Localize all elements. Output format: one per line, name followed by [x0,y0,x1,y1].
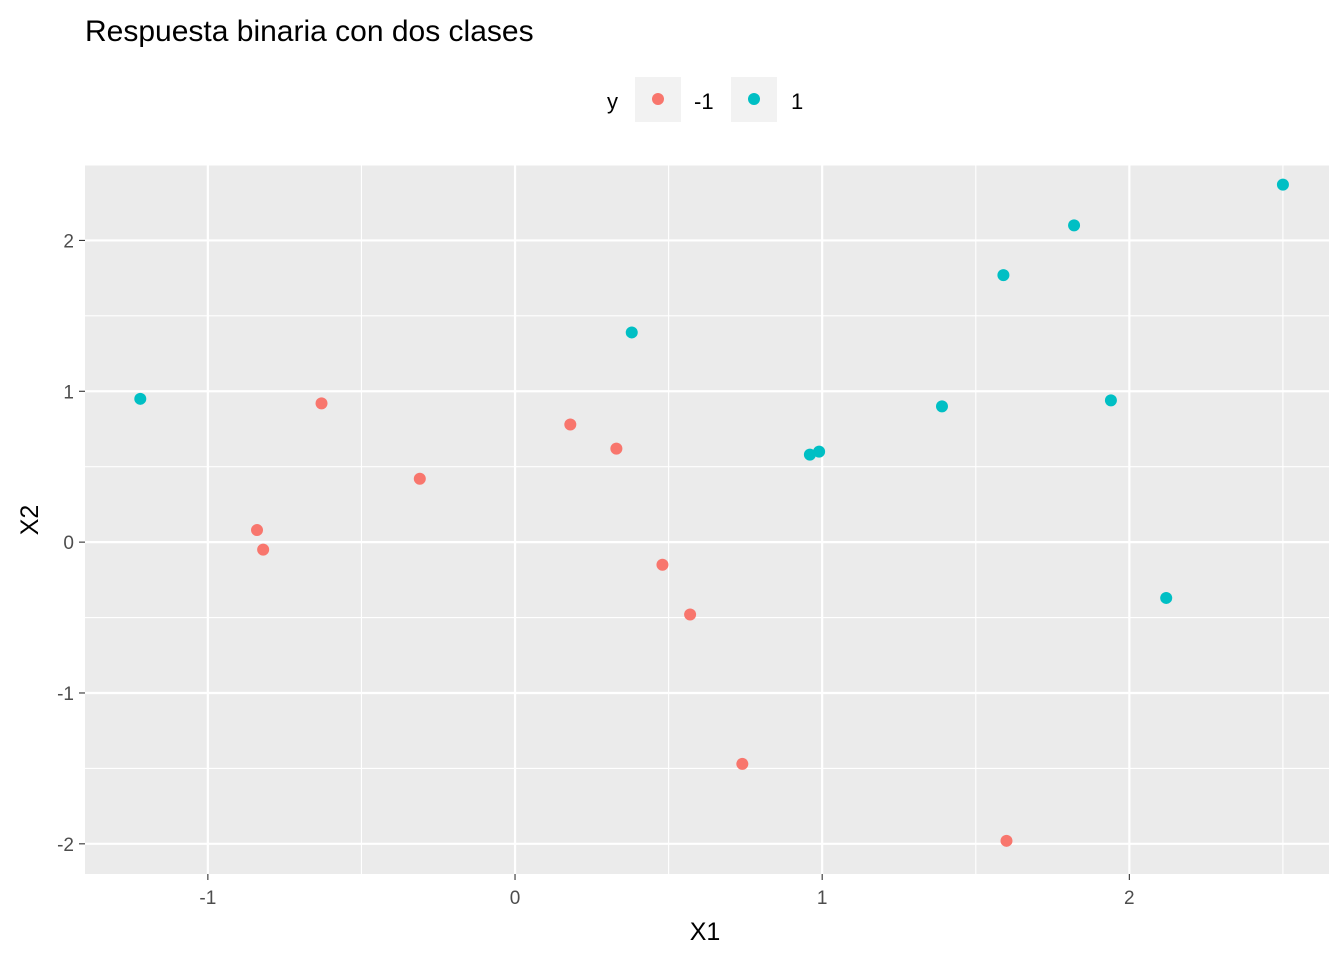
data-point-series-1-7 [1104,394,1117,407]
y-tick-label: -2 [57,835,74,856]
x-tick-label: -1 [199,888,216,909]
data-point-series-1-8 [1160,591,1173,604]
legend-marker-neg1 [652,93,664,105]
legend-marker-pos1 [748,93,760,105]
data-point-series-1-2 [803,448,816,461]
data-point-series-1-1 [625,326,638,339]
x-axis-title: X1 [690,918,721,946]
y-tick-label: 2 [63,231,74,252]
plot-panel [85,165,1329,874]
legend: y -1 1 [607,77,803,122]
chart-title: Respuesta binaria con dos clases [85,15,534,48]
data-point-series-0-7 [684,608,697,621]
y-axis-title: X2 [16,505,44,536]
data-point-series-0-0 [315,397,328,410]
data-point-series-1-0 [134,392,147,405]
legend-label-neg1: -1 [694,89,714,114]
y-tick-label: 0 [63,533,74,554]
data-point-series-0-6 [656,558,669,571]
grid [85,164,1329,874]
data-point-series-0-5 [610,442,623,455]
data-point-series-1-5 [997,269,1010,282]
data-point-series-0-3 [413,472,426,485]
x-tick-label: 0 [510,888,521,909]
data-point-series-1-9 [1276,178,1289,191]
data-points [134,178,1289,847]
y-tick-label: -1 [57,684,74,705]
x-tick-label: 2 [1124,888,1135,909]
legend-label-pos1: 1 [791,89,803,114]
axis-ticks: -1 0 1 2 -2 -1 0 1 2 [57,231,1135,909]
data-point-series-0-8 [736,757,749,770]
data-point-series-0-9 [1000,834,1013,847]
data-point-series-0-4 [564,418,577,431]
x-tick-label: 1 [817,888,828,909]
data-point-series-1-3 [813,445,826,458]
data-point-series-1-6 [1068,219,1081,232]
data-point-series-0-2 [257,543,270,556]
data-point-series-0-1 [251,524,264,537]
y-tick-label: 1 [63,382,74,403]
data-point-series-1-4 [935,400,948,413]
legend-title: y [607,89,618,114]
